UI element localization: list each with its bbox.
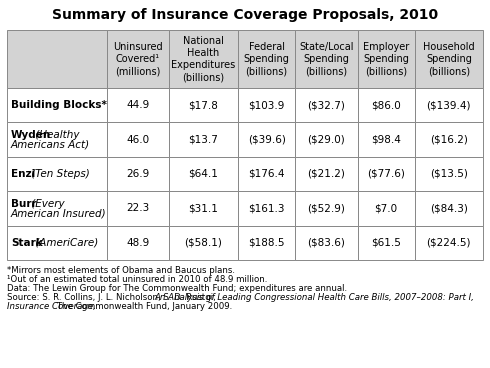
Text: $17.8: $17.8 bbox=[189, 100, 219, 110]
Text: 22.3: 22.3 bbox=[126, 204, 149, 213]
Bar bbox=[415, 226, 483, 260]
Bar bbox=[295, 226, 358, 260]
Text: Enzi: Enzi bbox=[11, 169, 35, 179]
Text: Employer
Spending
(billions): Employer Spending (billions) bbox=[363, 42, 409, 76]
Text: (Healthy: (Healthy bbox=[32, 130, 79, 140]
Bar bbox=[358, 30, 415, 88]
Text: Summary of Insurance Coverage Proposals, 2010: Summary of Insurance Coverage Proposals,… bbox=[52, 8, 438, 22]
Bar bbox=[106, 191, 169, 226]
Text: Wyden: Wyden bbox=[11, 130, 51, 140]
Text: ($139.4): ($139.4) bbox=[427, 100, 471, 110]
Text: ($52.9): ($52.9) bbox=[307, 204, 345, 213]
Bar bbox=[169, 123, 238, 157]
Text: Federal
Spending
(billions): Federal Spending (billions) bbox=[244, 42, 290, 76]
Bar bbox=[106, 88, 169, 123]
Text: ($224.5): ($224.5) bbox=[427, 238, 471, 248]
Text: (Every: (Every bbox=[27, 199, 64, 209]
Bar bbox=[295, 191, 358, 226]
Text: $64.1: $64.1 bbox=[189, 169, 219, 179]
Text: National
Health
Expenditures
(billions): National Health Expenditures (billions) bbox=[172, 36, 236, 82]
Text: The Commonwealth Fund, January 2009.: The Commonwealth Fund, January 2009. bbox=[53, 302, 232, 311]
Text: $161.3: $161.3 bbox=[248, 204, 285, 213]
Bar bbox=[106, 226, 169, 260]
Bar bbox=[415, 157, 483, 191]
Text: $103.9: $103.9 bbox=[248, 100, 285, 110]
Bar bbox=[169, 30, 238, 88]
Text: *Mirrors most elements of Obama and Baucus plans.: *Mirrors most elements of Obama and Bauc… bbox=[7, 266, 235, 275]
Text: Source: S. R. Collins, J. L. Nicholson, S. D. Rustgi,: Source: S. R. Collins, J. L. Nicholson, … bbox=[7, 293, 219, 302]
Bar bbox=[238, 123, 295, 157]
Bar bbox=[295, 123, 358, 157]
Text: ($29.0): ($29.0) bbox=[308, 135, 345, 145]
Text: ($32.7): ($32.7) bbox=[307, 100, 345, 110]
Text: Insurance Coverage,: Insurance Coverage, bbox=[7, 302, 96, 311]
Bar bbox=[169, 157, 238, 191]
Text: 46.0: 46.0 bbox=[126, 135, 149, 145]
Text: ($77.6): ($77.6) bbox=[367, 169, 405, 179]
Bar bbox=[238, 88, 295, 123]
Text: ($84.3): ($84.3) bbox=[430, 204, 468, 213]
Text: $13.7: $13.7 bbox=[189, 135, 219, 145]
Bar bbox=[358, 157, 415, 191]
Text: American Insured): American Insured) bbox=[11, 208, 107, 218]
Bar bbox=[238, 157, 295, 191]
Text: $86.0: $86.0 bbox=[371, 100, 401, 110]
Text: Household
Spending
(billions): Household Spending (billions) bbox=[423, 42, 475, 76]
Text: ¹Out of an estimated total uninsured in 2010 of 48.9 million.: ¹Out of an estimated total uninsured in … bbox=[7, 275, 268, 284]
Text: ($16.2): ($16.2) bbox=[430, 135, 468, 145]
Text: $61.5: $61.5 bbox=[371, 238, 401, 248]
Bar bbox=[106, 123, 169, 157]
Bar bbox=[169, 88, 238, 123]
Bar bbox=[415, 30, 483, 88]
Bar bbox=[358, 226, 415, 260]
Text: $176.4: $176.4 bbox=[248, 169, 285, 179]
Bar bbox=[7, 30, 106, 88]
Text: $188.5: $188.5 bbox=[248, 238, 285, 248]
Text: (Ten Steps): (Ten Steps) bbox=[27, 169, 89, 179]
Bar bbox=[7, 191, 106, 226]
Bar bbox=[415, 123, 483, 157]
Text: (AmeriCare): (AmeriCare) bbox=[32, 238, 98, 248]
Bar bbox=[358, 123, 415, 157]
Bar bbox=[295, 30, 358, 88]
Bar bbox=[358, 88, 415, 123]
Text: ($83.6): ($83.6) bbox=[307, 238, 345, 248]
Bar bbox=[295, 88, 358, 123]
Text: Americans Act): Americans Act) bbox=[11, 139, 90, 149]
Text: Building Blocks*: Building Blocks* bbox=[11, 100, 107, 110]
Bar bbox=[169, 226, 238, 260]
Bar bbox=[7, 123, 106, 157]
Text: 26.9: 26.9 bbox=[126, 169, 149, 179]
Bar bbox=[7, 88, 106, 123]
Text: Data: The Lewin Group for The Commonwealth Fund; expenditures are annual.: Data: The Lewin Group for The Commonweal… bbox=[7, 284, 347, 293]
Text: $7.0: $7.0 bbox=[374, 204, 397, 213]
Bar bbox=[238, 30, 295, 88]
Text: Uninsured
Covered¹
(millions): Uninsured Covered¹ (millions) bbox=[113, 42, 163, 76]
Text: 48.9: 48.9 bbox=[126, 238, 149, 248]
Bar bbox=[295, 157, 358, 191]
Text: $98.4: $98.4 bbox=[371, 135, 401, 145]
Bar bbox=[238, 191, 295, 226]
Bar bbox=[358, 191, 415, 226]
Text: $31.1: $31.1 bbox=[189, 204, 219, 213]
Bar bbox=[169, 191, 238, 226]
Text: State/Local
Spending
(billions): State/Local Spending (billions) bbox=[299, 42, 354, 76]
Bar bbox=[106, 30, 169, 88]
Text: ($21.2): ($21.2) bbox=[307, 169, 345, 179]
Bar bbox=[415, 88, 483, 123]
Bar bbox=[415, 191, 483, 226]
Text: 44.9: 44.9 bbox=[126, 100, 149, 110]
Bar bbox=[7, 226, 106, 260]
Bar bbox=[238, 226, 295, 260]
Bar bbox=[7, 157, 106, 191]
Bar bbox=[106, 157, 169, 191]
Text: Burr: Burr bbox=[11, 199, 37, 209]
Text: ($58.1): ($58.1) bbox=[185, 238, 222, 248]
Text: An Analysis of Leading Congressional Health Care Bills, 2007–2008: Part I,: An Analysis of Leading Congressional Hea… bbox=[154, 293, 474, 302]
Text: Stark: Stark bbox=[11, 238, 43, 248]
Text: ($39.6): ($39.6) bbox=[248, 135, 286, 145]
Text: ($13.5): ($13.5) bbox=[430, 169, 468, 179]
